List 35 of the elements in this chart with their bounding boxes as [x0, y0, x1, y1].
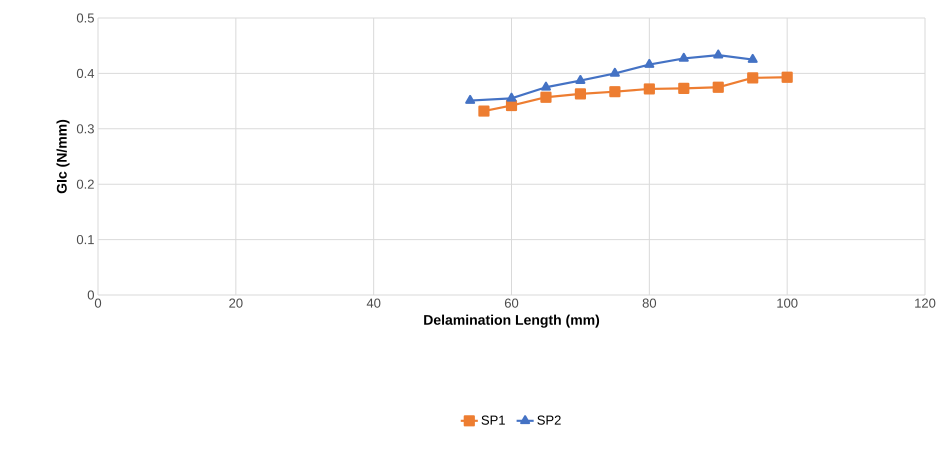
point: [478, 105, 490, 117]
x-tick-label: 80: [642, 298, 656, 308]
x-tick-label: 60: [504, 298, 518, 308]
x-axis-title: Delamination Length (mm): [424, 314, 600, 328]
point: [506, 92, 516, 102]
x-tick-label: 120: [915, 298, 936, 308]
point: [610, 68, 620, 77]
x-tick-label: 40: [366, 298, 380, 308]
point: [609, 86, 620, 98]
point: [574, 88, 586, 100]
y-axis-title: GIc (N/mm): [56, 120, 70, 194]
point: [782, 72, 793, 83]
point: [712, 82, 724, 93]
y-tick-label: 0.2: [76, 180, 94, 189]
legend-label: SP2: [537, 416, 561, 425]
point: [713, 50, 724, 58]
legend-label: SP1: [482, 416, 505, 425]
point: [540, 82, 551, 91]
point: [575, 75, 586, 84]
y-tick-label: 0.4: [76, 68, 94, 78]
point: [644, 83, 655, 95]
y-tick-label: 0.5: [76, 13, 94, 23]
x-tick-label: 0: [94, 298, 102, 308]
y-tick-label: 0: [88, 290, 94, 300]
point: [465, 94, 476, 104]
x-tick-label: 20: [229, 298, 243, 308]
point: [540, 92, 552, 103]
point: [678, 52, 689, 62]
x-tick-label: 100: [777, 298, 798, 308]
y-tick-label: 0.3: [76, 124, 94, 134]
point: [747, 72, 758, 84]
y-tick-label: 0.1: [76, 234, 94, 244]
point: [678, 82, 690, 94]
point: [644, 58, 654, 68]
point: [748, 54, 758, 63]
